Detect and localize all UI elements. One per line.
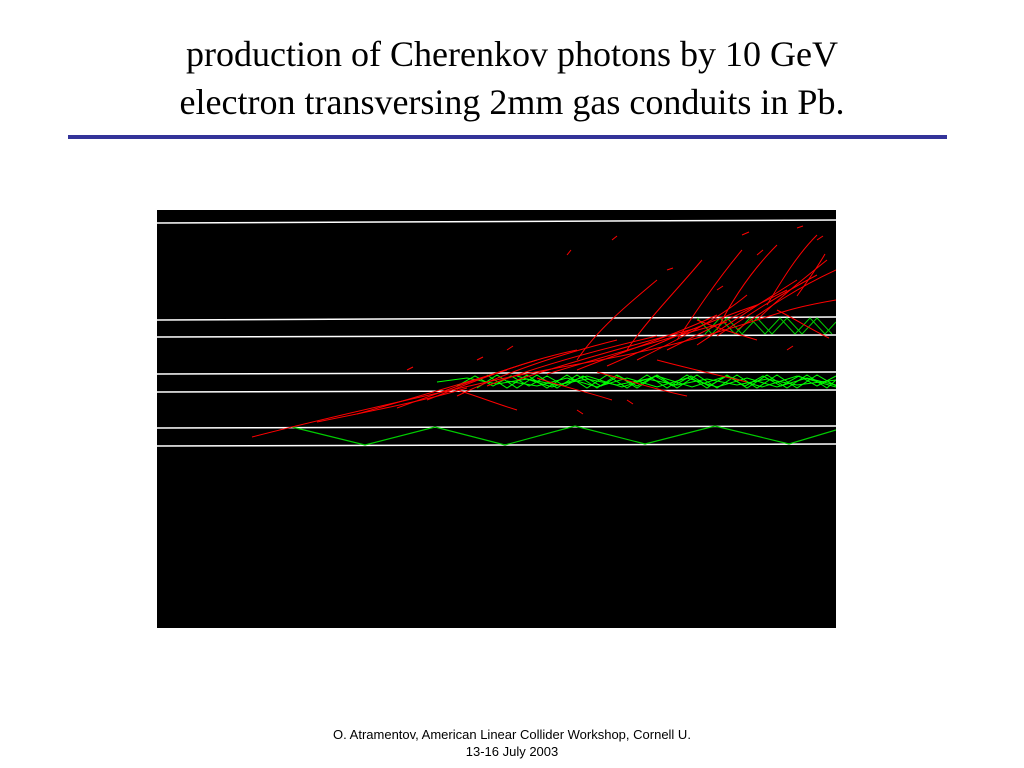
shower-track (696, 319, 758, 341)
photon-trace (516, 375, 836, 388)
conduit-line (157, 334, 836, 338)
shower-track (696, 279, 798, 346)
fragment (796, 225, 804, 229)
photon-trace (476, 374, 836, 389)
shower-track (716, 274, 818, 337)
shower-track (456, 339, 618, 397)
fragment (611, 235, 618, 241)
conduit-line (157, 389, 836, 393)
fragment (786, 345, 794, 351)
shower-track (676, 249, 743, 341)
shower-track (766, 234, 818, 306)
photon-trace (486, 374, 836, 389)
shower-track (456, 389, 518, 411)
footer-line-2: 13-16 July 2003 (465, 744, 559, 759)
shower-track (316, 387, 468, 423)
conduit-line (157, 443, 836, 447)
shower-track (626, 259, 703, 351)
fragment (816, 235, 824, 241)
cherenkov-photon-path-upper-alt (704, 317, 836, 335)
fragment (476, 356, 484, 361)
shower-track (596, 371, 688, 397)
shower-track (576, 314, 718, 371)
figure-background (157, 210, 836, 628)
slide-title-line-2: electron transversing 2mm gas conduits i… (179, 82, 845, 122)
conduit-line (157, 219, 836, 224)
slide-title-line-1: production of Cherenkov photons by 10 Ge… (186, 34, 838, 74)
conduit-line (157, 425, 836, 429)
shower-track (426, 349, 578, 401)
fragment (566, 249, 572, 256)
fragment (666, 267, 674, 271)
shower-track (796, 253, 826, 297)
primary-track (251, 299, 836, 438)
conduit-lines (157, 219, 836, 447)
fragment (716, 285, 724, 291)
photon-trace (506, 377, 836, 388)
cherenkov-photon-band (436, 374, 836, 389)
shower-track (486, 335, 658, 387)
fragment (741, 231, 750, 236)
electron-shower-tracks (251, 234, 836, 438)
fragment (576, 409, 584, 415)
fragment (506, 345, 514, 351)
fragment (406, 366, 414, 371)
footer-line-1: O. Atramentov, American Linear Collider … (333, 727, 691, 742)
fragment (626, 399, 634, 405)
cherenkov-photon-path-lower (291, 425, 836, 446)
fragment (756, 249, 764, 256)
shower-track (516, 327, 698, 381)
shower-track (756, 259, 828, 321)
title-rule (68, 135, 947, 139)
shower-fragments (406, 225, 824, 415)
shower-track (656, 359, 748, 383)
shower-track (606, 304, 758, 367)
shower-track (736, 269, 836, 331)
shower-track (666, 289, 788, 351)
slide-footer: O. Atramentov, American Linear Collider … (0, 726, 1024, 760)
shower-track (536, 377, 613, 401)
simulation-event-display (157, 210, 836, 628)
shower-track (776, 309, 830, 339)
shower-track (716, 244, 778, 331)
simulation-figure (157, 210, 836, 628)
shower-track (576, 279, 658, 361)
photon-trace (456, 375, 836, 387)
slide-title: production of Cherenkov photons by 10 Ge… (0, 30, 1024, 126)
shower-track (636, 294, 748, 361)
